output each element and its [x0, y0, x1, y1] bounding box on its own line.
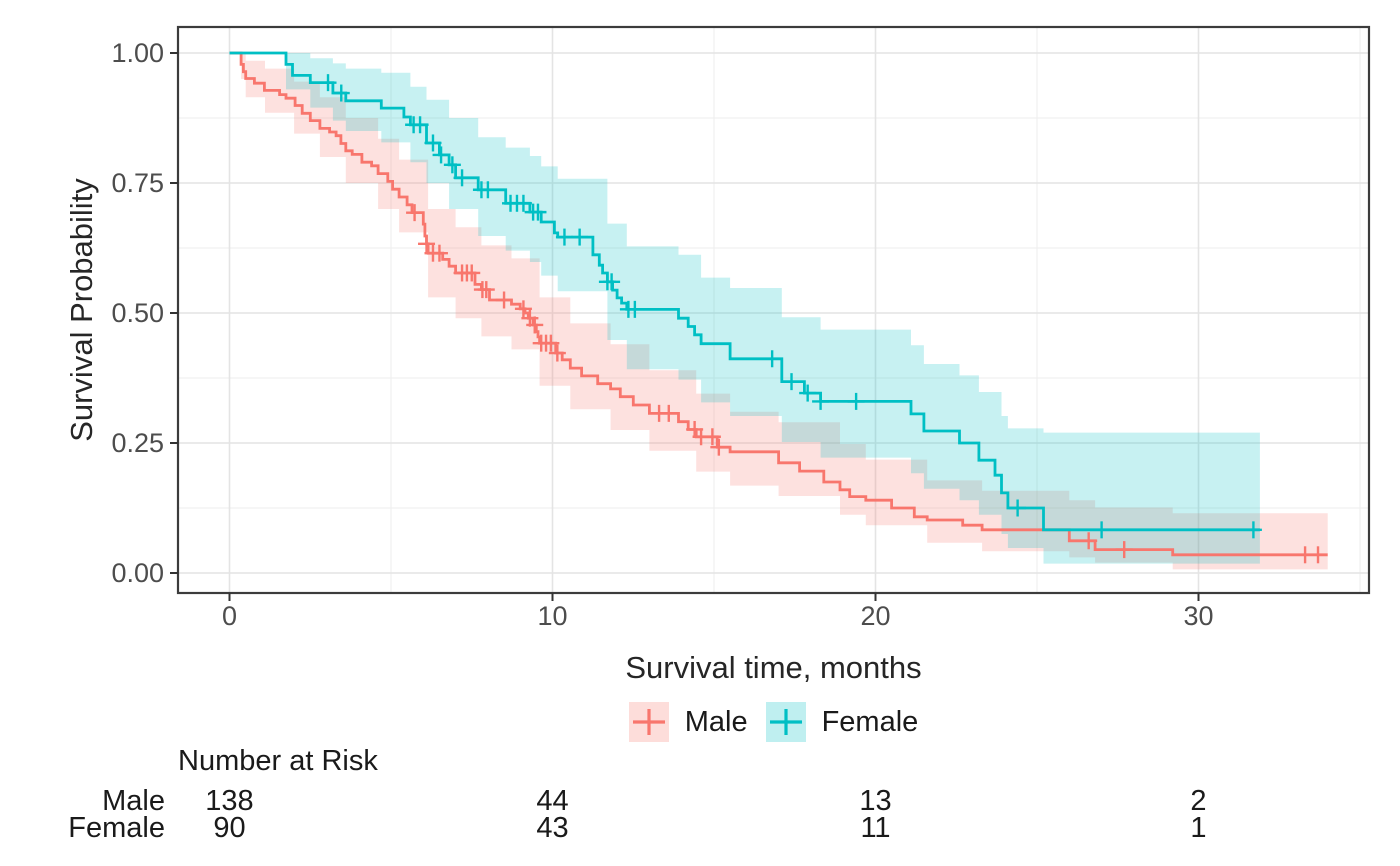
risk-count-male-t0: 138: [205, 785, 254, 817]
plot-panel: [178, 27, 1369, 593]
x-tick-label: 20: [860, 601, 890, 631]
risk-table-title: Number at Risk: [178, 745, 378, 777]
y-axis-ticks: 0.00 0.25 0.50 0.75 1.00: [111, 38, 178, 588]
gridlines-minor: [178, 27, 1369, 593]
risk-count-female-t0: 90: [213, 812, 246, 844]
risk-count-male-t20: 13: [859, 785, 892, 817]
y-tick-label: 0.25: [111, 428, 164, 458]
legend-label-female: Female: [821, 705, 919, 738]
x-axis-title: Survival time, months: [625, 650, 922, 685]
male-survival-curve: [229, 51, 1328, 557]
legend-label-male: Male: [684, 705, 748, 738]
risk-count-female-t20: 11: [860, 812, 891, 844]
female-confidence-band: [286, 53, 1260, 564]
legend-item-female: Female: [765, 702, 919, 742]
y-tick-label: 0.50: [111, 298, 164, 328]
plot-layers: [229, 51, 1328, 570]
y-tick-label: 0.00: [111, 558, 164, 588]
risk-count-female-t10: 43: [536, 812, 569, 844]
x-tick-label: 30: [1183, 601, 1213, 631]
risk-row-label-male: Male: [102, 785, 165, 817]
male-confidence-band: [241, 53, 1328, 570]
y-axis-title: Survival Probability: [64, 178, 99, 442]
risk-count-male-t30: 2: [1190, 785, 1207, 817]
male-censor-marks: [406, 204, 1327, 564]
risk-count-male-t10: 44: [536, 785, 569, 817]
gridlines-major: [178, 27, 1369, 593]
male-censor-key-icon: [628, 702, 669, 742]
female-censor-marks: [319, 74, 1262, 539]
legend-item-male: Male: [628, 702, 748, 742]
panel-border: [176, 25, 1371, 595]
legend: Male Female: [178, 700, 1369, 744]
risk-row-label-female: Female: [68, 812, 165, 844]
x-axis-ticks: 0 10 20 30: [222, 593, 1214, 631]
female-survival-curve: [229, 51, 1260, 532]
risk-count-female-t30: 1: [1190, 812, 1207, 844]
x-tick-label: 10: [537, 601, 567, 631]
y-tick-label: 0.75: [111, 168, 164, 198]
x-tick-label: 0: [222, 601, 237, 631]
female-censor-key-icon: [765, 702, 806, 742]
y-tick-label: 1.00: [111, 38, 164, 68]
